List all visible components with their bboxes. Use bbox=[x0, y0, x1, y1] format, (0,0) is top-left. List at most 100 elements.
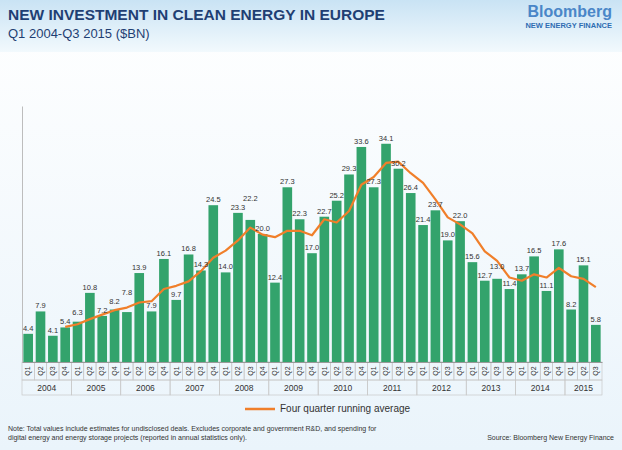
category-cell bbox=[306, 362, 318, 380]
data-label: 17.0 bbox=[305, 243, 320, 252]
x-tick: Q4 bbox=[61, 362, 69, 376]
category-cell bbox=[590, 362, 602, 380]
x-tick: Q4 bbox=[308, 362, 316, 376]
bar bbox=[147, 311, 157, 362]
year-label: 2011 bbox=[383, 383, 402, 393]
x-tick-label: Q1 bbox=[370, 366, 378, 375]
data-label: 30.2 bbox=[391, 159, 406, 168]
legend: Four quarter running average bbox=[245, 403, 411, 414]
bar bbox=[73, 322, 83, 362]
x-tick: Q2 bbox=[481, 362, 489, 376]
bar bbox=[307, 253, 317, 362]
x-tick: Q1 bbox=[74, 362, 82, 376]
data-label: 22.3 bbox=[292, 209, 307, 218]
category-cell bbox=[479, 362, 491, 380]
subtitle: Q1 2004-Q3 2015 ($BN) bbox=[8, 26, 150, 41]
data-label: 12.4 bbox=[268, 273, 283, 282]
category-cell bbox=[71, 362, 83, 380]
x-tick-label: Q3 bbox=[444, 366, 452, 375]
bar bbox=[418, 225, 428, 362]
year-label: 2012 bbox=[432, 383, 451, 393]
year-cell bbox=[170, 380, 219, 395]
category-cell bbox=[281, 362, 293, 380]
x-tick: Q1 bbox=[567, 362, 575, 376]
x-tick: Q2 bbox=[234, 362, 242, 376]
bar bbox=[196, 270, 206, 362]
bar bbox=[566, 310, 576, 362]
data-label: 24.5 bbox=[206, 195, 221, 204]
x-tick-label: Q2 bbox=[37, 366, 45, 375]
year-label: 2007 bbox=[185, 383, 204, 393]
bar bbox=[505, 289, 515, 362]
data-labels: 4.47.94.15.46.310.87.28.27.813.97.916.19… bbox=[23, 134, 601, 335]
category-cell bbox=[368, 362, 380, 380]
bar bbox=[258, 234, 268, 362]
bar bbox=[554, 249, 564, 362]
category-cell bbox=[565, 362, 577, 380]
x-tick-label: Q4 bbox=[506, 366, 514, 375]
year-cell bbox=[516, 380, 565, 395]
year-label: 2015 bbox=[574, 383, 593, 393]
data-label: 16.1 bbox=[157, 249, 172, 258]
data-label: 12.7 bbox=[477, 271, 492, 280]
x-tick: Q4 bbox=[456, 362, 464, 376]
data-label: 23.7 bbox=[428, 200, 443, 209]
category-cell bbox=[516, 362, 528, 380]
data-label: 7.8 bbox=[122, 288, 132, 297]
bar bbox=[245, 220, 255, 362]
x-tick-label: Q3 bbox=[197, 366, 205, 375]
bar bbox=[455, 221, 465, 362]
data-label: 13.7 bbox=[514, 264, 529, 273]
x-tick: Q2 bbox=[185, 362, 193, 376]
data-label: 19.0 bbox=[440, 230, 455, 239]
x-axis: Q1 Q2 Q3 Q4 Q1 Q2 Q3 Q4 Q1 Q2 Q3 Q4 Q1 Q2 Q3 Q4 Q1 Q2 Q3 Q4… bbox=[23, 362, 603, 376]
category-cell bbox=[207, 362, 219, 380]
x-tick: Q3 bbox=[345, 362, 353, 376]
data-label: 7.9 bbox=[35, 301, 45, 310]
category-cell bbox=[442, 362, 454, 380]
category-cell bbox=[380, 362, 392, 380]
x-tick: Q1 bbox=[370, 362, 378, 376]
year-cell bbox=[22, 380, 71, 395]
x-tick: Q4 bbox=[111, 362, 119, 376]
data-label: 23.3 bbox=[231, 203, 246, 212]
category-cell bbox=[219, 362, 231, 380]
data-label: 11.4 bbox=[502, 279, 516, 288]
x-tick: Q2 bbox=[530, 362, 538, 376]
x-tick: Q4 bbox=[506, 362, 514, 376]
year-label: 2008 bbox=[235, 383, 254, 393]
data-label: 20.0 bbox=[255, 224, 270, 233]
category-cell bbox=[133, 362, 145, 380]
category-cell bbox=[269, 362, 281, 380]
x-tick: Q1 bbox=[518, 362, 526, 376]
data-label: 6.3 bbox=[72, 308, 82, 317]
data-label: 16.8 bbox=[181, 244, 196, 253]
legend-symbol bbox=[245, 408, 275, 411]
bar bbox=[122, 312, 132, 362]
category-cell bbox=[121, 362, 133, 380]
x-tick: Q2 bbox=[37, 362, 45, 376]
x-tick: Q3 bbox=[49, 362, 57, 376]
x-tick-label: Q2 bbox=[86, 366, 94, 375]
x-axis-line bbox=[23, 362, 603, 363]
bar bbox=[517, 274, 527, 362]
category-cell bbox=[466, 362, 478, 380]
data-label: 17.6 bbox=[552, 239, 567, 248]
x-tick-label: Q1 bbox=[123, 366, 131, 375]
bar bbox=[357, 147, 367, 362]
plot-area bbox=[23, 144, 600, 362]
bar bbox=[85, 293, 95, 362]
x-tick-label: Q2 bbox=[284, 366, 292, 375]
x-tick: Q3 bbox=[98, 362, 106, 376]
bar bbox=[208, 205, 218, 362]
x-tick-label: Q3 bbox=[345, 366, 353, 375]
x-tick: Q1 bbox=[172, 362, 180, 376]
x-tick: Q4 bbox=[160, 362, 168, 376]
bar bbox=[480, 281, 490, 362]
bar bbox=[110, 310, 120, 362]
year-cell bbox=[121, 380, 170, 395]
x-tick-label: Q4 bbox=[111, 366, 119, 375]
year-label: 2005 bbox=[87, 383, 106, 393]
category-cell bbox=[96, 362, 108, 380]
bar bbox=[270, 283, 280, 362]
